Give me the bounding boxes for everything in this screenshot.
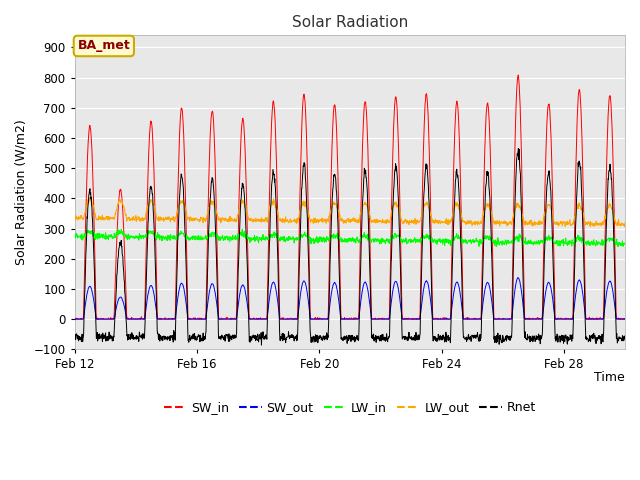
Y-axis label: Solar Radiation (W/m2): Solar Radiation (W/m2): [15, 120, 28, 265]
Title: Solar Radiation: Solar Radiation: [292, 15, 408, 30]
X-axis label: Time: Time: [595, 371, 625, 384]
Legend: SW_in, SW_out, LW_in, LW_out, Rnet: SW_in, SW_out, LW_in, LW_out, Rnet: [159, 396, 541, 420]
Text: BA_met: BA_met: [77, 39, 130, 52]
